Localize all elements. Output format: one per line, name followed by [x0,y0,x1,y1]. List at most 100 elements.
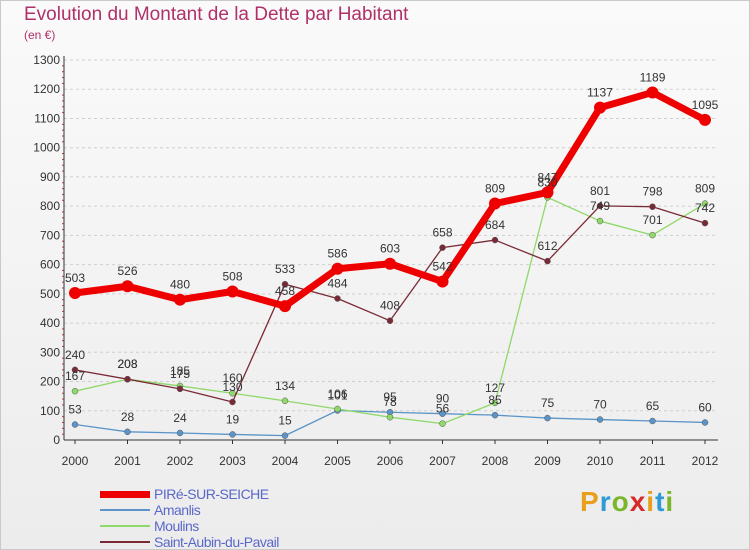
y-tick-label: 0 [53,433,60,447]
data-point [386,413,394,421]
data-label: 684 [485,218,505,232]
x-tick-label: 2006 [377,454,404,468]
data-point [384,257,396,270]
data-label: 53 [68,403,82,417]
y-tick-label: 1100 [34,111,60,125]
data-label: 1095 [692,98,719,112]
data-point [439,244,446,251]
data-point [71,421,79,428]
legend-label: PIRé-SUR-SEICHE [154,486,269,502]
data-label: 208 [117,357,137,371]
legend-item: Saint-Aubin-du-Pavail [100,534,400,550]
data-point [334,405,341,413]
y-tick-label: 500 [40,287,60,301]
data-label: 130 [222,380,242,394]
data-label: 749 [590,199,610,213]
data-point [596,202,604,210]
y-tick-label: 1300 [33,53,60,67]
data-point [69,286,81,299]
data-point [174,293,186,306]
data-point [71,366,79,374]
legend-swatch [100,541,150,543]
data-label: 70 [593,398,607,412]
brand-letter: o [611,486,630,517]
data-label: 185 [170,364,190,378]
data-point [491,236,499,244]
data-label: 56 [436,402,450,416]
data-point [596,416,604,423]
legend-label: Saint-Aubin-du-Pavail [154,534,279,550]
data-label: 586 [327,247,347,261]
line-chart: 0 100 200 300 400 500 600 700 800 900 1000 1100 1200… [33,53,719,468]
data-point [124,375,131,383]
legend-label: Moulins [154,518,199,534]
data-point [544,257,551,265]
data-point [439,410,446,417]
data-point [386,317,394,324]
data-label: 101 [327,388,347,402]
data-point [176,385,184,393]
data-point [281,432,289,439]
y-tick-label: 600 [40,258,60,272]
data-point [594,101,606,114]
x-tick-label: 2005 [324,454,351,468]
data-label: 533 [275,262,295,276]
data-label: 1137 [587,86,613,100]
legend-label: Amanlis [154,502,201,518]
data-label: 503 [65,271,85,285]
legend-swatch [100,525,150,527]
data-point [489,197,501,210]
x-tick-label: 2012 [692,454,719,468]
data-point [279,300,291,313]
data-point [124,428,131,436]
data-label: 60 [698,400,712,414]
data-label: 240 [65,348,85,362]
data-point [176,429,184,437]
data-label: 542 [432,260,452,274]
data-point [701,219,709,227]
legend-swatch [100,491,150,498]
chart-title: Evolution du Montant de la Dette par Hab… [24,4,409,25]
data-label: 798 [642,185,662,199]
data-point [226,285,239,298]
data-label: 160 [222,371,242,385]
x-tick-label: 2000 [62,454,89,468]
data-point [701,200,709,207]
data-point [699,113,711,126]
data-label: 134 [275,379,295,393]
y-tick-label: 700 [40,228,60,242]
data-label: 658 [432,226,452,240]
brand-letter: i [646,486,656,517]
data-point [544,414,551,422]
data-label: 480 [170,278,190,292]
data-label: 167 [65,369,85,383]
x-tick-label: 2011 [640,454,666,468]
brand-letter: t [655,486,666,517]
data-label: 15 [278,414,292,428]
data-label: 78 [383,395,397,409]
data-label: 526 [117,264,137,278]
legend-item: Moulins [100,518,400,534]
data-point [331,262,344,275]
data-label: 90 [436,392,450,406]
x-tick-label: 2007 [429,454,456,468]
brand-letter: P [580,486,600,517]
data-point [281,397,289,405]
data-label: 19 [226,412,240,426]
y-tick-label: 400 [40,316,60,330]
y-tick-label: 200 [40,375,60,389]
data-point [649,203,656,210]
data-point [491,399,499,407]
legend-swatch [100,509,150,511]
data-point [436,275,449,288]
data-point [334,295,341,302]
data-point [596,217,604,225]
x-tick-label: 2001 [114,454,141,468]
legend-item: Amanlis [100,502,400,518]
data-label: 1189 [640,70,666,84]
data-point [491,411,499,419]
y-tick-label: 1000 [33,141,60,155]
data-label: 95 [383,390,397,404]
data-label: 28 [121,410,135,424]
